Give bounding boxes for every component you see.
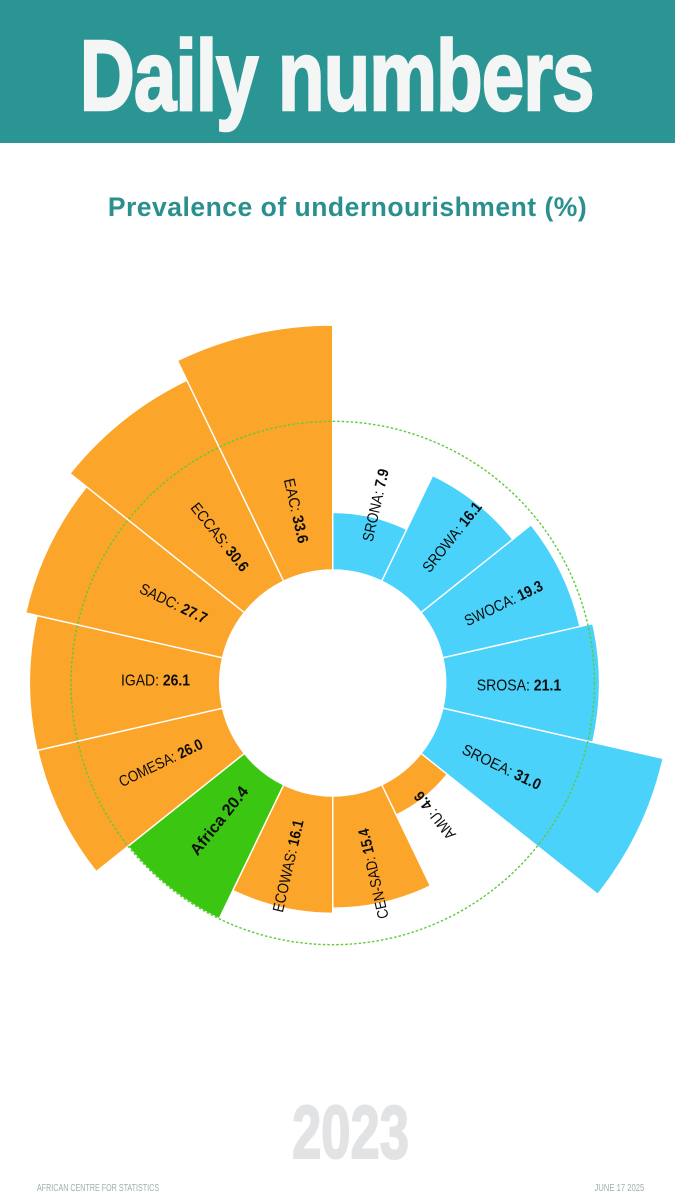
svg-text:IGAD: 26.1: IGAD: 26.1 (121, 673, 190, 690)
svg-text:AMU: 4.6: AMU: 4.6 (411, 788, 460, 843)
svg-text:SROSA: 21.1: SROSA: 21.1 (477, 678, 562, 695)
